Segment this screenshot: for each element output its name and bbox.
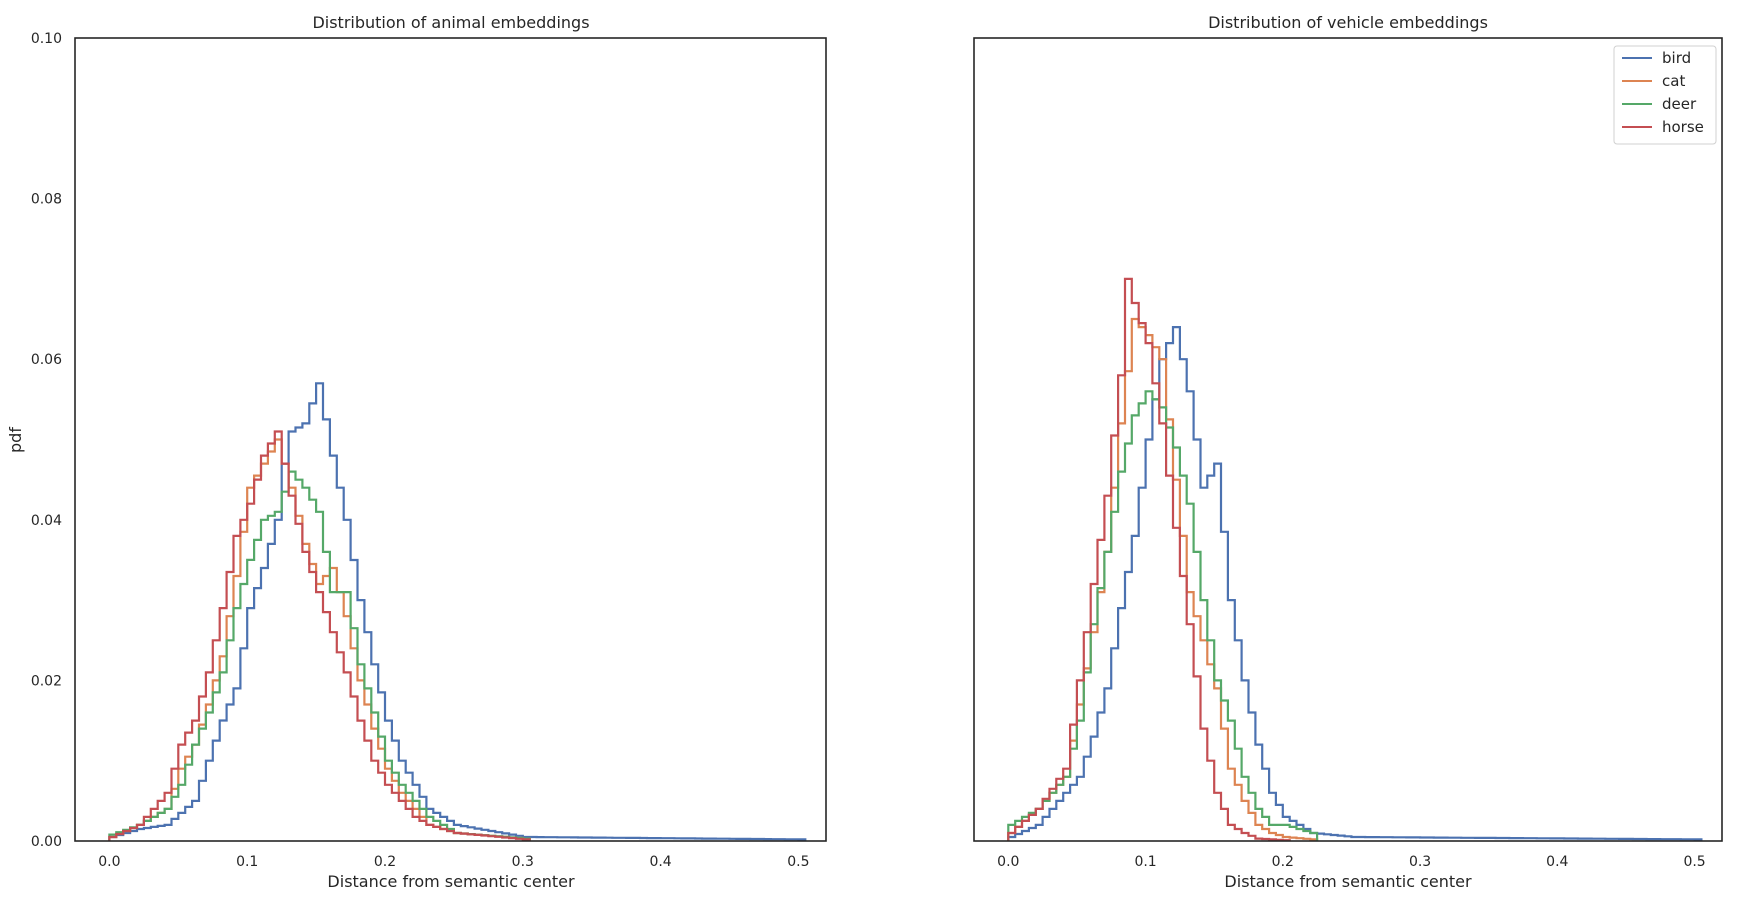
vehicle-embeddings-chart: Distribution of vehicle embeddings 0.0 0.… <box>973 13 1723 891</box>
series-line-bird <box>1007 326 1703 841</box>
histogram-lines <box>1007 277 1703 842</box>
x-tick-label: 0.2 <box>1272 854 1294 870</box>
legend-item-bird: bird <box>1622 49 1691 67</box>
y-tick-label: 0.10 <box>31 31 62 47</box>
x-tick-label: 0.1 <box>1134 854 1156 870</box>
legend-item-cat: cat <box>1622 72 1685 90</box>
x-tick-label: 0.5 <box>1683 854 1705 870</box>
animal-embeddings-chart: Distribution of animal embeddings 0.0 0.1… <box>6 13 827 891</box>
legend-item-horse: horse <box>1622 118 1704 136</box>
series-line-cat <box>1007 317 1319 841</box>
y-tick-label: 0.04 <box>31 513 62 529</box>
chart-title: Distribution of vehicle embeddings <box>1208 13 1488 32</box>
y-tick-label: 0.00 <box>31 834 62 850</box>
series-line-horse <box>1007 277 1291 842</box>
y-tick-label: 0.02 <box>31 673 62 689</box>
plot-frame <box>74 37 827 842</box>
y-tick-label: 0.08 <box>31 192 62 208</box>
x-tick-label: 0.4 <box>1546 854 1568 870</box>
x-tick-label: 0.5 <box>787 854 809 870</box>
chart-title: Distribution of animal embeddings <box>312 13 589 32</box>
y-tick-label: 0.06 <box>31 352 62 368</box>
x-tick-label: 0.2 <box>374 854 396 870</box>
series-line-bird <box>108 382 807 841</box>
legend-label-bird: bird <box>1662 49 1691 67</box>
y-tick-labels: 0.00 0.02 0.04 0.06 0.08 0.10 <box>31 31 62 850</box>
legend-box <box>1613 45 1717 145</box>
legend-label-deer: deer <box>1662 95 1697 113</box>
x-axis-label: Distance from semantic center <box>327 872 575 891</box>
x-tick-label: 0.3 <box>512 854 534 870</box>
series-line-deer <box>1007 390 1319 841</box>
x-tick-label: 0.1 <box>236 854 258 870</box>
x-tick-label: 0.0 <box>997 854 1019 870</box>
x-tick-label: 0.3 <box>1409 854 1431 870</box>
y-axis-label: pdf <box>6 427 25 453</box>
legend-label-horse: horse <box>1662 118 1704 136</box>
histogram-lines <box>108 382 807 841</box>
x-tick-label: 0.4 <box>649 854 671 870</box>
series-line-horse <box>108 430 531 841</box>
legend: bird cat deer horse <box>1613 45 1717 145</box>
plot-frame <box>973 37 1723 842</box>
legend-label-cat: cat <box>1662 72 1685 90</box>
x-tick-labels: 0.0 0.1 0.2 0.3 0.4 0.5 <box>997 854 1706 870</box>
x-tick-label: 0.0 <box>98 854 120 870</box>
x-axis-label: Distance from semantic center <box>1224 872 1472 891</box>
legend-item-deer: deer <box>1622 95 1697 113</box>
x-tick-labels: 0.0 0.1 0.2 0.3 0.4 0.5 <box>98 854 809 870</box>
